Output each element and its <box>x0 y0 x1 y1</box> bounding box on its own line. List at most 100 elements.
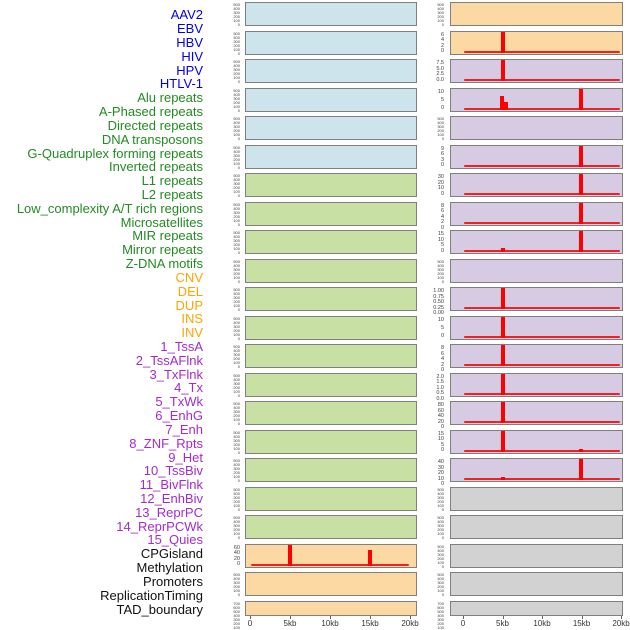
y-tick-value: 5 <box>440 324 444 331</box>
density-baseline <box>463 478 620 480</box>
panel-15-quies <box>450 458 623 482</box>
y-tick-value: 2 <box>440 219 444 225</box>
y-tick-value: 300 <box>233 181 240 186</box>
y-tick-value: 200 <box>233 498 240 504</box>
y-tick-value: 400 <box>233 433 240 439</box>
panel-cnv <box>245 543 417 568</box>
density-spike-bar <box>288 544 293 566</box>
y-tick-value: 100 <box>437 624 444 630</box>
y-tick-value: 400 <box>233 348 240 353</box>
y-tick-value: 500 <box>233 258 240 264</box>
y-axis-ticks-mirror-repeats: 500 400 300 200 100 0 <box>200 487 244 511</box>
y-tick-value: 7.5 <box>436 60 444 66</box>
y-tick-value: 100 <box>233 189 240 194</box>
track-label-methylation: Methylation <box>136 560 203 576</box>
y-tick-value: 100 <box>233 103 240 109</box>
y-tick-value: 300 <box>233 409 240 414</box>
y-tick-value: 60 <box>233 544 240 551</box>
panel-hiv <box>245 87 417 112</box>
y-tick-value: 200 <box>233 14 240 19</box>
track-label-11-bivflnk: 11_BivFlnk <box>139 477 203 493</box>
y-tick-value: 300 <box>233 380 240 386</box>
track-label-replicationtiming: ReplicationTiming <box>100 587 203 603</box>
y-axis-ticks-10-tssbiv: 10 5 0 <box>404 316 448 340</box>
y-tick-value: 300 <box>437 266 444 272</box>
y-axis-ticks-1-tssa: 7.5 5.0 2.5 0.0 <box>404 59 448 83</box>
density-spike-bar <box>500 477 505 480</box>
track-label-4-tx: 4_Tx <box>174 380 203 396</box>
y-tick-value: 500 <box>233 372 240 378</box>
y-tick-value: 0 <box>441 563 444 569</box>
y-tick-value: 0 <box>237 421 240 426</box>
y-tick-value: 400 <box>233 319 240 325</box>
panel-directed-repeats <box>245 230 417 254</box>
y-tick-value: 500 <box>233 2 240 7</box>
x-axis-tick-label: 5kb <box>496 619 509 628</box>
panel-10-tssbiv <box>450 315 623 340</box>
track-label-ebv: EBV <box>176 21 203 37</box>
y-tick-value: 0 <box>237 335 240 341</box>
y-tick-value: 40 <box>437 413 444 419</box>
y-axis-ticks-dna-transposons: 500 400 300 200 100 0 <box>200 259 244 283</box>
y-tick-value: 0.75 <box>433 293 444 300</box>
y-tick-value: 0 <box>237 478 240 483</box>
density-baseline <box>463 221 620 224</box>
panel-l1-repeats <box>245 344 417 368</box>
y-tick-value: 0 <box>441 592 444 597</box>
y-tick-value: 100 <box>233 388 240 394</box>
y-tick-value: 5 <box>440 242 444 248</box>
y-tick-value: 500 <box>233 486 240 492</box>
panel-inv <box>450 30 623 55</box>
y-tick-value: 300 <box>233 523 240 528</box>
track-label-9-het: 9_Het <box>168 449 203 465</box>
panel-11-bivflnk <box>450 344 623 368</box>
y-tick-value: 6 <box>440 31 444 38</box>
y-tick-value: 10 <box>437 436 444 442</box>
y-tick-value: 30 <box>437 464 444 471</box>
panel-replicationtiming <box>450 572 623 596</box>
y-tick-value: 4 <box>440 356 444 362</box>
density-baseline <box>463 392 620 395</box>
y-tick-value: 200 <box>233 156 240 162</box>
y-tick-value: 200 <box>233 470 240 475</box>
track-label-mirror-repeats: Mirror repeats <box>122 242 203 258</box>
y-tick-value: 2.5 <box>436 71 444 77</box>
y-tick-value: 200 <box>437 620 444 626</box>
y-axis-ticks-3-txflnk: 500 400 300 200 100 0 <box>404 116 448 141</box>
y-tick-value: 0 <box>440 247 444 254</box>
y-axis-ticks-12-enhbiv: 2.0 1.5 1.0 0.5 0.0 <box>404 373 448 401</box>
density-spike-bar <box>500 402 505 423</box>
y-tick-value: 0 <box>440 481 444 487</box>
y-tick-value: 0.00 <box>433 310 444 316</box>
y-tick-value: 200 <box>233 99 240 105</box>
panel-low-complexity-a-t-rich-regions <box>245 401 417 425</box>
track-label-low-complexity-a-t-rich-regions: Low_complexity A/T rich regions <box>16 200 203 216</box>
density-spike-bar <box>578 202 583 224</box>
density-baseline <box>463 364 620 366</box>
density-baseline <box>463 307 620 309</box>
y-axis-ticks-5-txwk: 30 20 10 0 <box>404 173 448 197</box>
track-label-6-enhg: 6_EnhG <box>155 408 203 424</box>
track-label-l2-repeats: L2 repeats <box>141 187 203 203</box>
y-tick-value: 200 <box>437 584 444 589</box>
y-tick-value: 200 <box>233 299 240 304</box>
y-axis-ticks-2-tssaflnk: 10 5 0 <box>404 88 448 112</box>
track-label-13-reprpc: 13_ReprPC <box>135 504 203 520</box>
y-tick-value: 0 <box>237 392 240 398</box>
y-tick-value: 5.0 <box>436 65 444 72</box>
density-spike-bar <box>500 31 505 53</box>
track-label-inverted-repeats: Inverted repeats <box>109 159 203 175</box>
y-axis-ticks-htlv-1: 500 400 300 200 100 0 <box>200 145 244 169</box>
y-tick-value: 0 <box>441 535 444 540</box>
x-axis-tick-mark <box>250 616 251 619</box>
panel-mirror-repeats <box>245 486 417 511</box>
y-tick-value: 40 <box>233 550 240 556</box>
y-tick-value: 300 <box>233 494 240 500</box>
y-tick-value: 400 <box>233 405 240 410</box>
y-tick-value: 300 <box>233 580 240 585</box>
y-tick-value: 400 <box>233 120 240 125</box>
track-label-dna-transposons: DNA transposons <box>101 131 203 147</box>
y-tick-value: 0 <box>237 107 240 113</box>
